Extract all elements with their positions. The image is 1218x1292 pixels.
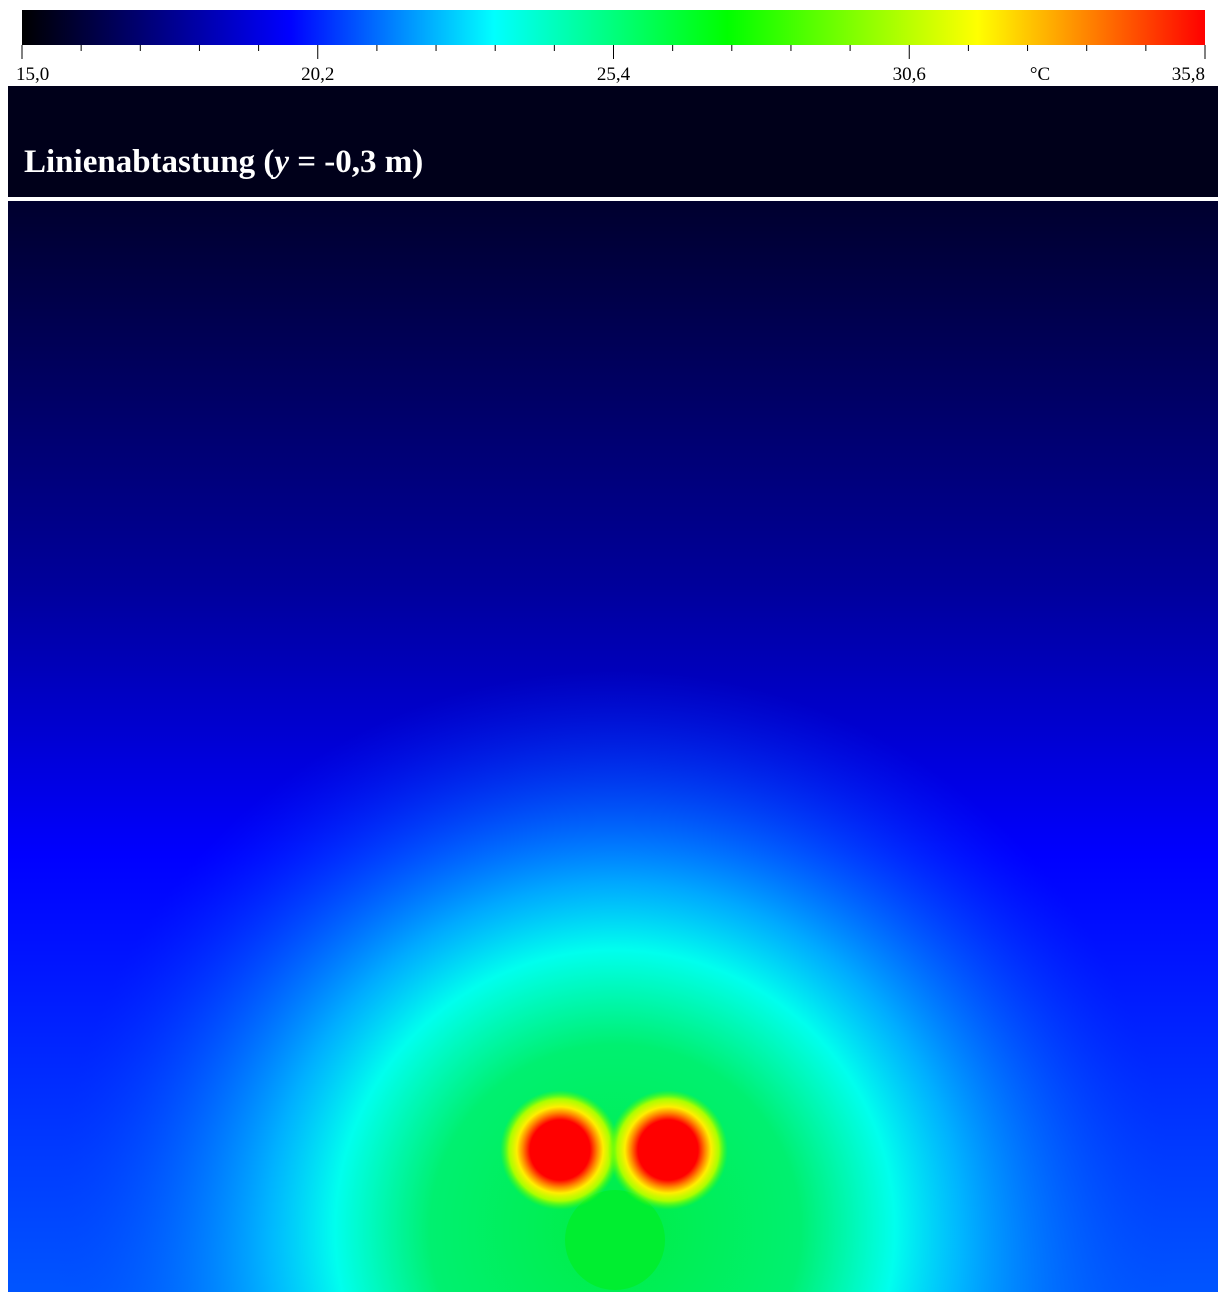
title-variable: y (270, 144, 289, 180)
field-glow (8, 201, 1218, 1292)
colorbar (22, 10, 1205, 45)
title-suffix: = -0,3 m) (289, 144, 423, 180)
separator (8, 197, 1218, 201)
tick-label: 25,4 (597, 64, 631, 85)
tick-label: 20,2 (301, 64, 334, 85)
heat-source (500, 1090, 620, 1210)
tick-label: 35,8 (1172, 64, 1205, 85)
title: Linienabtastung (y = -0,3 m) (24, 144, 423, 180)
tick-label: 15,0 (16, 64, 49, 85)
tick-label: 30,6 (893, 64, 926, 85)
colorbar-unit: °C (1030, 64, 1050, 85)
title-band (8, 86, 1218, 198)
field-blob (565, 1190, 665, 1290)
heat-source (608, 1090, 728, 1210)
title-prefix: Linienabtastung ( (24, 144, 274, 180)
